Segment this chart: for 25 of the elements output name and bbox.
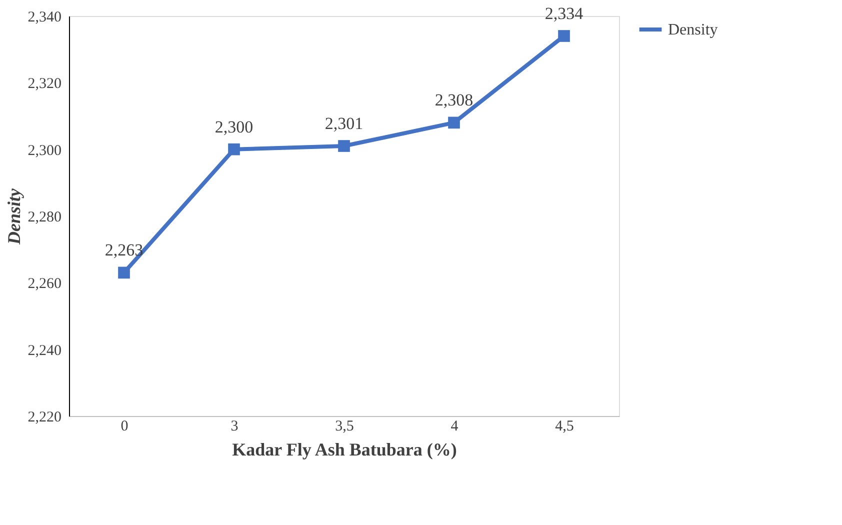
- data-label: 2,263: [104, 240, 144, 260]
- data-label: 2,334: [544, 4, 584, 23]
- x-tick-label: 4: [450, 418, 459, 434]
- point: [228, 143, 240, 156]
- point: [558, 30, 570, 42]
- x-tick-label: 4,5: [555, 418, 574, 434]
- x-tick-label: 3,5: [335, 418, 354, 434]
- x-axis-title: Kadar Fly Ash Batubara (%): [232, 440, 457, 460]
- data-label: 2,301: [324, 114, 364, 133]
- point: [338, 140, 350, 152]
- legend-label: Density: [668, 22, 718, 38]
- data-label: 2,308: [434, 90, 474, 110]
- x-tick-label: 0: [120, 418, 128, 434]
- y-tick-label: 2,240: [28, 342, 62, 359]
- y-tick-label: 2,220: [28, 410, 62, 426]
- y-tick-label: 2,340: [28, 10, 62, 26]
- y-axis-title: Density: [4, 187, 24, 246]
- y-tick-label: 2,260: [28, 276, 62, 292]
- y-tick-label: 2,300: [28, 142, 62, 159]
- data-label: 2,300: [214, 117, 254, 136]
- point: [448, 116, 460, 129]
- point: [118, 266, 130, 279]
- y-tick-label: 2,320: [28, 76, 62, 92]
- y-tick-label: 2,280: [28, 210, 62, 226]
- x-tick-label: 3: [230, 418, 238, 434]
